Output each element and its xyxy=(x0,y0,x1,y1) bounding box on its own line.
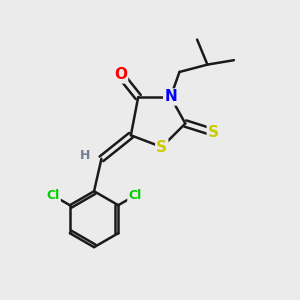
Text: Cl: Cl xyxy=(46,189,60,202)
Text: N: N xyxy=(164,89,177,104)
Text: S: S xyxy=(208,125,219,140)
Text: Cl: Cl xyxy=(128,189,142,202)
Text: H: H xyxy=(80,149,90,162)
Text: O: O xyxy=(114,68,127,82)
Text: S: S xyxy=(156,140,167,154)
